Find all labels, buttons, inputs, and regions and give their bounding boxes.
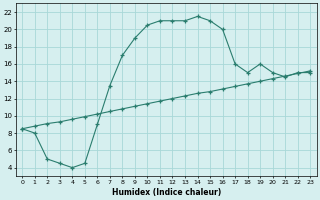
X-axis label: Humidex (Indice chaleur): Humidex (Indice chaleur) bbox=[112, 188, 221, 197]
